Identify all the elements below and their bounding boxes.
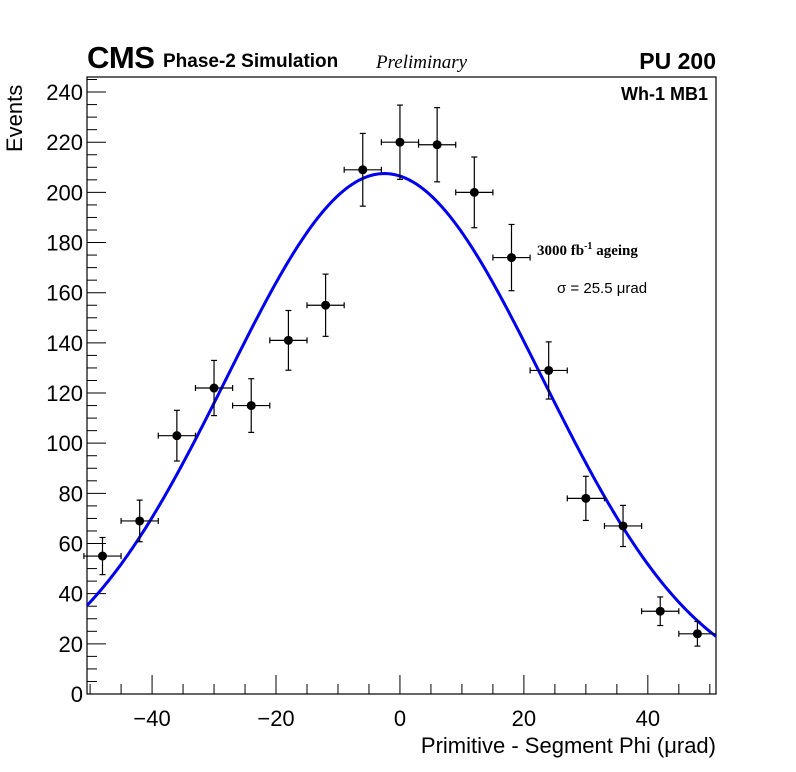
marker	[246, 401, 256, 411]
y-tick-label: 240	[46, 80, 83, 105]
marker	[506, 253, 516, 263]
ageing-exponent: -1	[584, 241, 593, 252]
marker	[692, 629, 702, 639]
x-tick-label: −20	[257, 706, 294, 731]
marker	[469, 187, 479, 197]
y-tick-label: 160	[46, 281, 83, 306]
y-axis-title: Events	[2, 84, 27, 152]
data-point	[157, 409, 197, 462]
status-label: Preliminary	[376, 52, 468, 73]
data-point	[529, 341, 568, 400]
y-tick-label: 180	[46, 231, 83, 256]
data-point	[380, 104, 420, 180]
marker	[321, 300, 331, 310]
ageing-suffix: ageing	[592, 243, 638, 259]
data-point	[641, 596, 680, 627]
marker	[395, 137, 405, 147]
data-point	[269, 309, 308, 371]
data-point	[194, 359, 234, 417]
data-point	[120, 499, 159, 543]
marker	[655, 606, 665, 616]
data-point	[83, 536, 122, 576]
y-axis: 0 20 40 60 80 100 120 140 160 180 200 220 240	[46, 79, 106, 707]
plot-frame	[86, 76, 717, 695]
marker	[581, 493, 591, 503]
experiment-label: CMS	[87, 40, 155, 75]
sigma-label: σ = 25.5 μrad	[557, 280, 648, 297]
y-tick-label: 80	[59, 481, 83, 506]
y-tick-label: 0	[71, 682, 83, 707]
marker	[283, 335, 293, 345]
data-point	[492, 223, 531, 292]
data-point	[455, 156, 494, 229]
data-point	[566, 475, 606, 522]
ageing-prefix: 3000 fb	[537, 243, 585, 259]
data-point	[232, 378, 271, 434]
y-tick-label: 40	[59, 582, 83, 607]
subtitle-label: Phase-2 Simulation	[163, 51, 339, 72]
x-tick-label: 40	[636, 706, 660, 731]
marker	[97, 551, 107, 561]
ageing-label: 3000 fb-1 ageing	[537, 241, 638, 260]
marker	[432, 140, 442, 150]
y-tick-label: 220	[46, 130, 83, 155]
x-tick-label: 0	[394, 706, 406, 731]
data-point	[417, 106, 457, 183]
data-point	[343, 132, 382, 207]
y-tick-label: 200	[46, 180, 83, 205]
gaussian-fit-curve	[85, 172, 717, 638]
x-axis: −40 −20 0 20 40	[89, 675, 711, 731]
marker	[172, 431, 182, 441]
x-axis-title: Primitive - Segment Phi (μrad)	[420, 733, 716, 758]
data-points	[83, 104, 716, 647]
y-tick-label: 140	[46, 331, 83, 356]
data-point	[678, 620, 716, 647]
pileup-label: PU 200	[639, 48, 716, 74]
marker	[358, 165, 368, 175]
data-point	[603, 504, 643, 548]
marker	[135, 516, 145, 526]
marker	[209, 383, 219, 393]
marker	[618, 521, 628, 531]
y-tick-label: 60	[59, 532, 83, 557]
data-point	[306, 273, 345, 337]
x-tick-label: 20	[512, 706, 536, 731]
marker	[544, 365, 554, 375]
y-tick-label: 120	[46, 381, 83, 406]
y-tick-label: 100	[46, 431, 83, 456]
region-label: Wh-1 MB1	[621, 84, 708, 104]
x-tick-label: −40	[133, 706, 170, 731]
y-tick-label: 20	[59, 632, 83, 657]
